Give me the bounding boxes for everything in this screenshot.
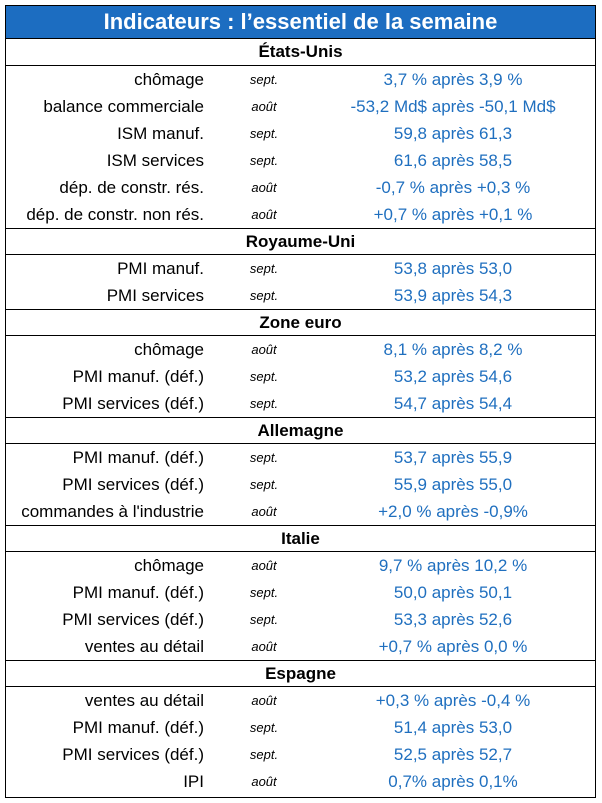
indicator-value: 3,7 % après 3,9 % [383,69,523,89]
indicator-label: commandes à l'industrie [21,501,204,521]
indicator-value: 52,5 après 52,7 [393,744,513,764]
period-label: sept. [249,477,279,492]
indicator-label: ISM services [106,150,204,170]
indicator-value: 53,3 après 52,6 [393,609,513,629]
period-label: août [251,504,277,519]
table-row: PMI manuf. sept. 53,8 après 53,0 [6,255,595,282]
period-label: août [251,693,277,708]
period-label: sept. [249,450,279,465]
indicator-value: +0,3 % après -0,4 % [375,690,531,710]
section-header: Royaume-Uni [6,228,595,255]
indicator-value: -0,7 % après +0,3 % [375,177,531,197]
period-label: sept. [249,153,279,168]
indicator-value: -53,2 Md$ après -50,1 Md$ [350,96,556,116]
period-label: août [251,99,277,114]
period-label: sept. [249,72,279,87]
table-title: Indicateurs : l’essentiel de la semaine [6,6,595,39]
table-row: PMI manuf. (déf.) sept. 50,0 après 50,1 [6,579,595,606]
table-row: commandes à l'industrie août +2,0 % après … [6,498,595,525]
period-label: sept. [249,261,279,276]
table-row: ventes au détail août +0,3 % après -0,4 % [6,687,595,714]
period-label: sept. [249,369,279,384]
indicator-label: ventes au détail [84,636,204,656]
table-row: PMI services (déf.) sept. 52,5 après 52,7 [6,741,595,768]
indicator-value: 51,4 après 53,0 [393,717,513,737]
indicator-label: ventes au détail [84,690,204,710]
table-row: PMI manuf. (déf.) sept. 53,7 après 55,9 [6,444,595,471]
section-header: Espagne [6,660,595,687]
indicators-table: Indicateurs : l’essentiel de la semaine … [5,5,596,798]
table-row: PMI manuf. (déf.) sept. 51,4 après 53,0 [6,714,595,741]
indicator-label: dép. de constr. rés. [59,177,204,197]
indicator-label: balance commerciale [43,96,204,116]
indicator-value: 53,7 après 55,9 [393,447,513,467]
section-header: Allemagne [6,417,595,444]
indicator-label: PMI services (déf.) [62,609,204,629]
table-row: dép. de constr. non rés. août +0,7 % après… [6,201,595,228]
indicator-value: 55,9 après 55,0 [393,474,513,494]
indicator-value: +0,7 % après 0,0 % [378,636,528,656]
indicator-label: IPI [183,771,204,791]
indicator-label: PMI services [106,285,204,305]
table-row: ISM manuf. sept. 59,8 après 61,3 [6,120,595,147]
period-label: août [251,342,277,357]
period-label: sept. [249,720,279,735]
indicator-label: PMI manuf. (déf.) [72,447,204,467]
indicator-label: ISM manuf. [117,123,204,143]
period-label: août [251,207,277,222]
indicator-label: PMI manuf. (déf.) [72,717,204,737]
indicator-label: chômage [134,555,204,575]
indicator-value: 61,6 après 58,5 [393,150,513,170]
indicator-label: dép. de constr. non rés. [26,204,204,224]
section-header: Italie [6,525,595,552]
indicator-value: 54,7 après 54,4 [393,393,513,413]
table-row: PMI manuf. (déf.) sept. 53,2 après 54,6 [6,363,595,390]
indicator-value: 8,1 % après 8,2 % [383,339,523,359]
indicator-value: 53,9 après 54,3 [393,285,513,305]
table-row: ISM services sept. 61,6 après 58,5 [6,147,595,174]
indicator-label: chômage [134,69,204,89]
period-label: sept. [249,288,279,303]
period-label: août [251,774,277,789]
period-label: août [251,639,277,654]
section-header: Zone euro [6,309,595,336]
indicator-value: 53,8 après 53,0 [393,258,513,278]
indicator-label: PMI manuf. (déf.) [72,582,204,602]
period-label: août [251,180,277,195]
table-body: États-Unis chômage sept. 3,7 % après 3,9 % b… [6,39,595,795]
section-header: États-Unis [6,39,595,66]
indicator-label: PMI services (déf.) [62,393,204,413]
period-label: sept. [249,747,279,762]
period-label: sept. [249,612,279,627]
indicator-label: PMI manuf. (déf.) [72,366,204,386]
period-label: août [251,558,277,573]
period-label: sept. [249,585,279,600]
table-row: chômage août 8,1 % après 8,2 % [6,336,595,363]
table-row: chômage août 9,7 % après 10,2 % [6,552,595,579]
period-label: sept. [249,126,279,141]
table-row: PMI services (déf.) sept. 53,3 après 52,6 [6,606,595,633]
table-row: PMI services (déf.) sept. 55,9 après 55,0 [6,471,595,498]
table-row: IPI août 0,7% après 0,1% [6,768,595,795]
indicator-label: chômage [134,339,204,359]
indicator-value: 50,0 après 50,1 [393,582,513,602]
indicator-label: PMI services (déf.) [62,744,204,764]
indicator-value: 53,2 après 54,6 [393,366,513,386]
table-row: PMI services (déf.) sept. 54,7 après 54,4 [6,390,595,417]
table-row: PMI services sept. 53,9 après 54,3 [6,282,595,309]
indicator-value: 9,7 % après 10,2 % [378,555,528,575]
table-row: chômage sept. 3,7 % après 3,9 % [6,66,595,93]
table-row: dép. de constr. rés. août -0,7 % après +0,… [6,174,595,201]
table-row: ventes au détail août +0,7 % après 0,0 % [6,633,595,660]
indicator-value: 0,7% après 0,1% [388,771,518,791]
indicator-value: +0,7 % après +0,1 % [373,204,533,224]
period-label: sept. [249,396,279,411]
indicator-value: +2,0 % après -0,9% [378,501,528,521]
indicator-label: PMI services (déf.) [62,474,204,494]
indicator-label: PMI manuf. [117,258,204,278]
indicator-value: 59,8 après 61,3 [393,123,513,143]
table-row: balance commerciale août -53,2 Md$ après -… [6,93,595,120]
